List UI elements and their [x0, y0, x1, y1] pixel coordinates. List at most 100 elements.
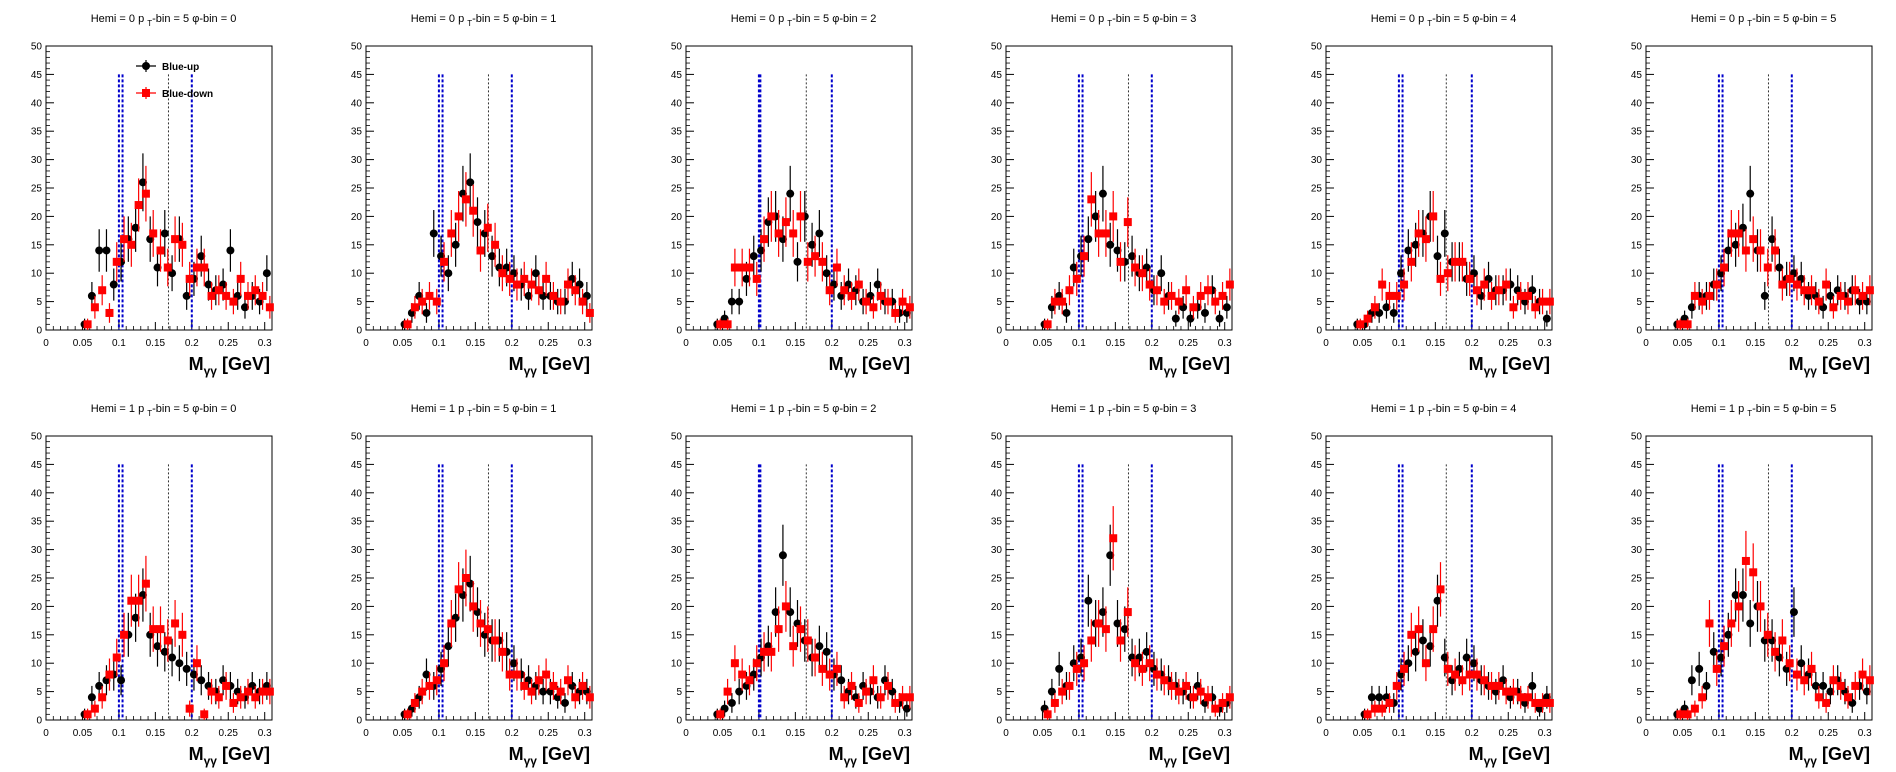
data-point-blue-down	[1851, 681, 1860, 690]
data-point-blue-down	[1138, 269, 1147, 278]
data-point-blue-up	[1440, 229, 1449, 238]
y-tick-label: 10	[31, 659, 43, 670]
data-point-blue-up	[727, 297, 736, 306]
data-point-blue-down	[403, 320, 412, 329]
data-point-blue-down	[811, 653, 820, 662]
data-point-blue-down	[1465, 670, 1474, 679]
panel-6: Hemi = 1 p T-bin = 5 φ-bin = 0 0 5 10 15 20 25…	[31, 403, 274, 768]
data-point-blue-down	[447, 619, 456, 628]
x-axis-label: Mγγ [GeV]	[1469, 744, 1550, 768]
data-point-blue-down	[1436, 274, 1445, 283]
data-point-blue-down	[1502, 687, 1511, 696]
y-tick-label: 35	[671, 127, 683, 138]
data-point-blue-down	[483, 223, 492, 232]
x-tick-label: 0.1	[112, 728, 126, 739]
x-tick-label: 0.15	[1106, 338, 1126, 349]
data-point-blue-down	[1363, 314, 1372, 323]
x-tick-label: 0.1	[1072, 728, 1086, 739]
panel-title: Hemi = 0 p T-bin = 5 φ-bin = 5	[1691, 13, 1837, 28]
data-point-blue-down	[883, 681, 892, 690]
data-point-blue-up	[262, 269, 271, 278]
data-point-blue-down	[571, 693, 580, 702]
data-point-blue-down	[1683, 320, 1692, 329]
y-tick-label: 50	[1311, 42, 1323, 53]
data-point-blue-down	[1087, 195, 1096, 204]
data-point-blue-up	[138, 178, 147, 187]
data-point-blue-down	[207, 687, 216, 696]
data-point-blue-down	[1829, 676, 1838, 685]
data-point-blue-down	[1058, 687, 1067, 696]
y-tick-label: 35	[1311, 127, 1323, 138]
data-point-blue-down	[222, 681, 231, 690]
x-tick-label: 0	[683, 728, 689, 739]
data-point-blue-down	[120, 235, 129, 244]
data-point-blue-up	[1542, 314, 1551, 323]
data-point-blue-down	[1545, 297, 1554, 306]
data-point-blue-down	[418, 297, 427, 306]
data-point-blue-up	[1171, 314, 1180, 323]
plot-frame	[365, 45, 593, 331]
y-tick-label: 50	[31, 42, 43, 53]
data-point-blue-up	[1106, 240, 1115, 249]
data-point-blue-down	[127, 596, 136, 605]
data-point-blue-down	[90, 303, 99, 312]
x-tick-label: 0.15	[786, 728, 806, 739]
data-point-blue-down	[1414, 229, 1423, 238]
data-point-blue-down	[156, 625, 165, 634]
data-point-blue-down	[738, 670, 747, 679]
x-tick-label: 0	[1003, 728, 1009, 739]
y-tick-label: 20	[1311, 212, 1323, 223]
data-point-blue-down	[1749, 235, 1758, 244]
data-point-blue-down	[425, 291, 434, 300]
y-tick-label: 20	[31, 602, 43, 613]
y-tick-label: 45	[671, 460, 683, 471]
y-tick-label: 0	[356, 716, 362, 727]
x-tick-label: 0.05	[1033, 728, 1053, 739]
data-point-blue-down	[1494, 681, 1503, 690]
data-point-blue-up	[131, 223, 140, 232]
data-point-blue-down	[1676, 710, 1685, 719]
data-point-blue-down	[767, 212, 776, 221]
data-point-blue-up	[1731, 240, 1740, 249]
data-point-blue-down	[898, 297, 907, 306]
data-point-blue-down	[425, 681, 434, 690]
y-tick-label: 20	[671, 602, 683, 613]
y-tick-label: 40	[671, 488, 683, 499]
x-tick-label: 0	[1643, 338, 1649, 349]
y-tick-label: 5	[676, 297, 682, 308]
data-point-blue-down	[112, 653, 121, 662]
data-point-blue-down	[1211, 704, 1220, 713]
data-point-blue-down	[752, 659, 761, 668]
data-point-blue-up	[451, 240, 460, 249]
x-tick-label: 0.15	[1106, 728, 1126, 739]
data-point-blue-down	[1152, 670, 1161, 679]
data-point-blue-down	[1741, 556, 1750, 565]
x-axis-label: Mγγ [GeV]	[509, 354, 590, 378]
data-point-blue-up	[837, 676, 846, 685]
data-point-blue-down	[789, 229, 798, 238]
data-point-blue-down	[112, 257, 121, 266]
data-point-blue-up	[1746, 189, 1755, 198]
y-tick-label: 30	[991, 155, 1003, 166]
y-tick-label: 20	[351, 212, 363, 223]
y-tick-label: 15	[671, 240, 683, 251]
x-tick-label: 0.25	[859, 338, 879, 349]
data-point-blue-down	[811, 252, 820, 261]
data-point-blue-down	[1822, 698, 1831, 707]
y-tick-label: 45	[1631, 460, 1643, 471]
data-point-blue-down	[716, 320, 725, 329]
data-point-blue-down	[1378, 280, 1387, 289]
data-point-blue-down	[1101, 229, 1110, 238]
data-point-blue-down	[163, 263, 172, 272]
data-point-blue-down	[498, 269, 507, 278]
x-tick-label: 0.15	[1746, 338, 1766, 349]
data-point-blue-down	[549, 291, 558, 300]
x-tick-label: 0.3	[1538, 338, 1552, 349]
y-tick-label: 30	[31, 155, 43, 166]
x-tick-label: 0.05	[1673, 338, 1693, 349]
data-point-blue-down	[534, 286, 543, 295]
y-tick-label: 20	[991, 212, 1003, 223]
data-point-blue-down	[469, 206, 478, 215]
y-tick-label: 25	[31, 574, 43, 585]
y-tick-label: 0	[356, 326, 362, 337]
